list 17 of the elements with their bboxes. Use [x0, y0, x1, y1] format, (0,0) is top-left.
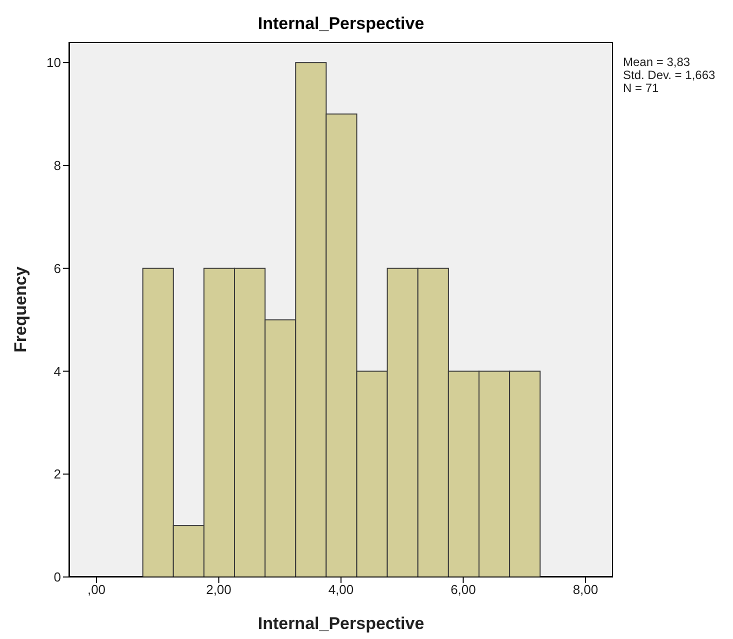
x-tick-label: 4,00	[328, 582, 354, 598]
y-tick-label: 2	[54, 466, 61, 482]
chart-title: Internal_Perspective	[256, 14, 426, 34]
y-tick-label: 8	[54, 158, 61, 174]
y-tick-label: 10	[46, 55, 61, 70]
x-tick-label: ,00	[87, 582, 106, 598]
y-tick-label: 4	[54, 364, 61, 379]
text: N = 71	[623, 81, 660, 95]
y-tick-label: 6	[54, 260, 61, 276]
y-tick-label: 0	[54, 570, 61, 585]
x-tick-label: 2,00	[206, 582, 232, 598]
y-axis-title: Frequency	[11, 266, 30, 352]
text: Std. Dev. = 1,663	[623, 68, 716, 82]
x-tick-label: 6,00	[450, 582, 476, 598]
x-tick-label: 8,00	[572, 582, 598, 598]
text: Mean = 3,83	[623, 55, 692, 69]
x-axis-title: Internal_Perspective	[258, 614, 424, 633]
